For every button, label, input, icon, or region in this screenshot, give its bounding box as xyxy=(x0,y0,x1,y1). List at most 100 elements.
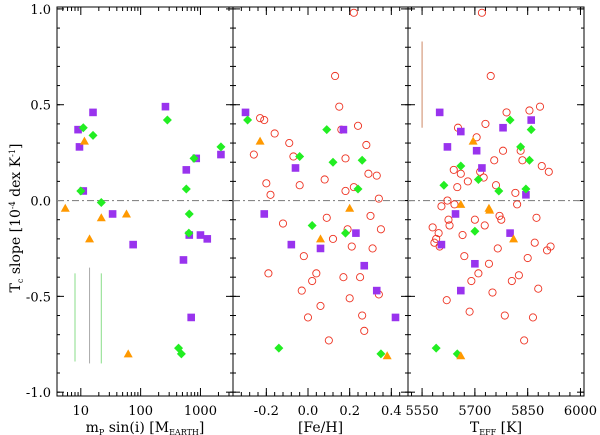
x-tick-label: 6000 xyxy=(564,404,597,419)
red-open-circle-point xyxy=(520,336,529,345)
green-diamond-point xyxy=(494,186,504,196)
green-diamond-point xyxy=(216,142,226,152)
red-open-circle-point xyxy=(256,114,265,123)
green-diamond-point xyxy=(307,220,317,230)
purple-square-point xyxy=(108,210,117,218)
green-diamond-point xyxy=(473,174,483,184)
red-open-circle-point xyxy=(358,311,367,320)
orange-triangle-point xyxy=(85,234,95,243)
red-open-circle-point xyxy=(328,234,338,243)
red-open-circle-point xyxy=(360,326,369,335)
green-diamond-point xyxy=(78,123,88,133)
red-open-circle-point xyxy=(260,116,269,125)
red-open-circle-point xyxy=(481,119,490,128)
red-open-circle-point xyxy=(535,102,545,111)
purple-square-point xyxy=(352,229,360,237)
orange-triangle-point xyxy=(123,349,133,358)
purple-square-point xyxy=(522,190,530,199)
red-open-circle-point xyxy=(278,219,288,228)
red-open-circle-point xyxy=(490,156,499,165)
red-open-circle-point xyxy=(467,276,476,286)
red-open-circle-point xyxy=(320,175,329,184)
green-diamond-point xyxy=(439,180,449,190)
purple-square-point xyxy=(506,229,514,237)
red-open-circle-point xyxy=(372,171,381,180)
red-open-circle-point xyxy=(444,215,453,224)
red-open-circle-point xyxy=(443,196,452,205)
red-open-circle-point xyxy=(322,213,331,222)
purple-square-point xyxy=(339,125,348,134)
purple-square-point xyxy=(89,108,97,117)
orange-triangle-point xyxy=(468,136,478,145)
red-open-circle-point xyxy=(525,106,534,115)
purple-square-point xyxy=(435,108,444,117)
green-diamond-point xyxy=(243,115,253,125)
x-axis-label: TEFF [K] xyxy=(470,420,522,435)
red-open-circle-point xyxy=(458,230,467,240)
green-diamond-point xyxy=(274,343,284,353)
green-diamond-point xyxy=(376,349,386,359)
red-open-circle-point xyxy=(453,183,462,192)
purple-square-point xyxy=(360,261,369,270)
x-tick-label: 5850 xyxy=(511,404,544,419)
red-open-circle-point xyxy=(477,8,486,17)
panel-mass: 10 100 1000 1.0 0.5 0.0 -0.5 -1.0 mP sin(i) [MEA… xyxy=(26,3,234,435)
red-open-circle-point xyxy=(312,269,321,278)
orange-triangle-point xyxy=(316,234,325,243)
green-diamond-point xyxy=(96,197,106,207)
red-open-circle-point xyxy=(353,121,363,130)
x-tick-label: 5550 xyxy=(406,404,439,419)
red-open-circle-point xyxy=(460,252,469,261)
orange-triangle-point xyxy=(79,136,89,145)
red-open-circle-point xyxy=(437,202,446,211)
purple-square-point xyxy=(75,143,84,151)
red-open-circle-point xyxy=(523,253,532,263)
green-diamond-point xyxy=(322,125,332,135)
red-open-circle-point xyxy=(474,269,483,278)
purple-square-point xyxy=(457,286,465,295)
green-diamond-point xyxy=(516,142,526,152)
red-open-circle-point xyxy=(480,221,489,230)
green-diamond-point xyxy=(353,184,363,194)
green-diamond-point xyxy=(521,184,531,194)
purple-square-point xyxy=(182,166,191,174)
red-open-circle-point xyxy=(511,188,520,197)
orange-triangle-point xyxy=(485,205,495,214)
green-diamond-point xyxy=(328,157,338,167)
red-open-circle-point xyxy=(349,8,358,17)
y-tick-label: 0.5 xyxy=(30,99,51,114)
red-open-circle-point xyxy=(345,294,354,303)
purple-square-point xyxy=(478,164,486,172)
green-diamond-point xyxy=(341,228,350,238)
red-open-circle-point xyxy=(356,273,365,282)
x-tick-label: 5700 xyxy=(458,404,491,419)
purple-square-point xyxy=(291,164,300,172)
green-diamond-point xyxy=(181,184,191,194)
x-tick-label: 1000 xyxy=(184,404,217,419)
red-open-circle-point xyxy=(456,169,465,178)
red-open-circle-point xyxy=(484,259,494,268)
red-open-circle-point xyxy=(324,336,333,345)
red-open-circle-point xyxy=(528,313,538,322)
green-diamond-point xyxy=(184,209,194,219)
red-open-circle-point xyxy=(341,186,350,196)
panel-frame xyxy=(407,6,585,397)
panels-layer: 10 100 1000 1.0 0.5 0.0 -0.5 -1.0 mP sin(i) [MEA… xyxy=(26,3,597,435)
purple-square-point xyxy=(437,240,446,249)
red-open-circle-point xyxy=(308,276,317,286)
x-tick-label: 0.4 xyxy=(381,404,402,419)
x-tick-label: -0.2 xyxy=(254,404,279,419)
red-open-circle-point xyxy=(495,211,504,220)
green-diamond-point xyxy=(456,161,466,171)
x-tick-label: 0.2 xyxy=(339,404,360,419)
purple-square-point xyxy=(472,146,481,155)
panel-teff: 5550 5700 5850 6000 TEFF [K] xyxy=(406,6,597,435)
x-tick-label: 10 xyxy=(73,404,90,419)
red-open-circle-point xyxy=(518,156,527,165)
orange-triangle-point xyxy=(345,203,355,212)
purple-square-point xyxy=(187,313,195,322)
y-tick-label: 0.0 xyxy=(30,195,51,210)
red-open-circle-point xyxy=(534,284,543,293)
red-open-circle-point xyxy=(514,271,523,280)
red-open-circle-point xyxy=(530,238,539,247)
